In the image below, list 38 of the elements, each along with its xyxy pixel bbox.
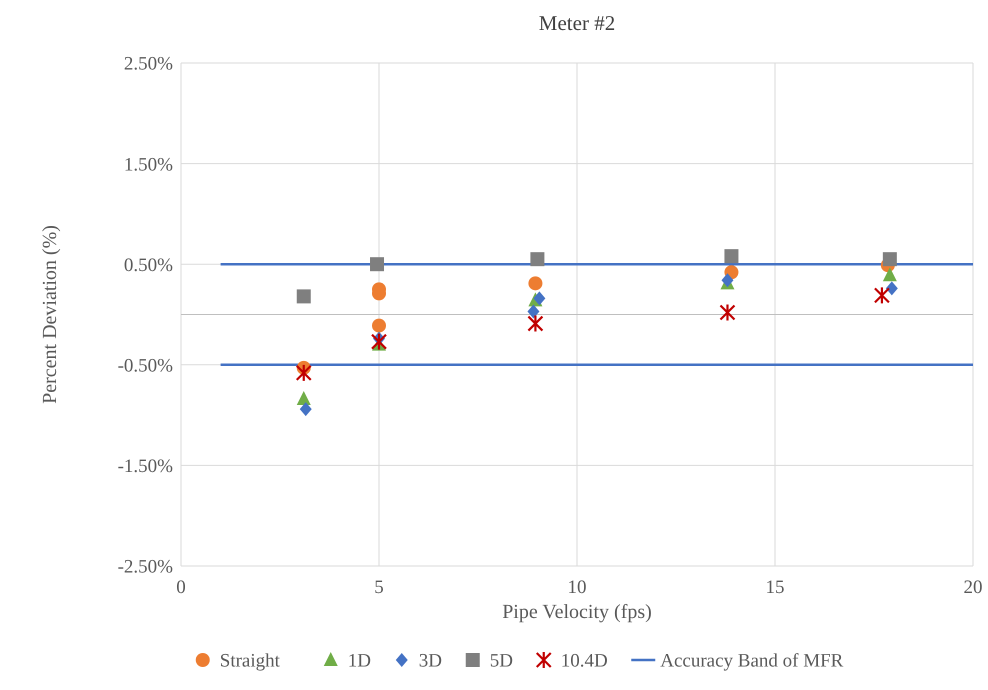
y-tick-label: 2.50%	[124, 54, 174, 75]
y-tick-label: -0.50%	[118, 355, 174, 376]
y-tick-label: 1.50%	[124, 154, 174, 176]
point	[300, 402, 312, 416]
legend-label: 5D	[490, 650, 513, 672]
point	[370, 257, 384, 272]
point	[370, 332, 388, 351]
y-axis-title: Percent Deviation (%)	[39, 225, 61, 404]
point	[724, 249, 738, 264]
y-tick-label: -1.50%	[118, 456, 174, 478]
x-tick-label: 10	[568, 577, 586, 598]
chart-title: Meter #2	[538, 11, 616, 35]
point	[882, 267, 897, 282]
point	[530, 252, 544, 266]
y-tick-label: 0.50%	[124, 254, 174, 276]
point	[886, 281, 898, 296]
x-tick-label: 20	[964, 577, 982, 598]
legend-label: 10.4D	[560, 650, 608, 672]
legend-label: Accuracy Band of MFR	[660, 650, 844, 672]
legend-label: 3D	[418, 650, 442, 672]
x-axis-title: Pipe Velocity (fps)	[502, 601, 652, 623]
y-tick-label: -2.50%	[118, 556, 174, 578]
point	[296, 391, 311, 406]
point	[296, 289, 311, 304]
point	[296, 364, 312, 382]
point	[528, 276, 542, 290]
point	[882, 252, 897, 266]
x-tick-label: 15	[766, 577, 784, 598]
legend-label: 1D	[348, 650, 371, 672]
point	[533, 291, 546, 306]
point	[719, 303, 736, 322]
point	[527, 304, 540, 318]
legend-label: Straight	[220, 650, 281, 672]
point	[874, 286, 890, 304]
point	[372, 318, 386, 333]
x-tick-label: 0	[176, 577, 186, 598]
x-tick-label: 5	[374, 577, 384, 598]
point	[527, 314, 544, 333]
